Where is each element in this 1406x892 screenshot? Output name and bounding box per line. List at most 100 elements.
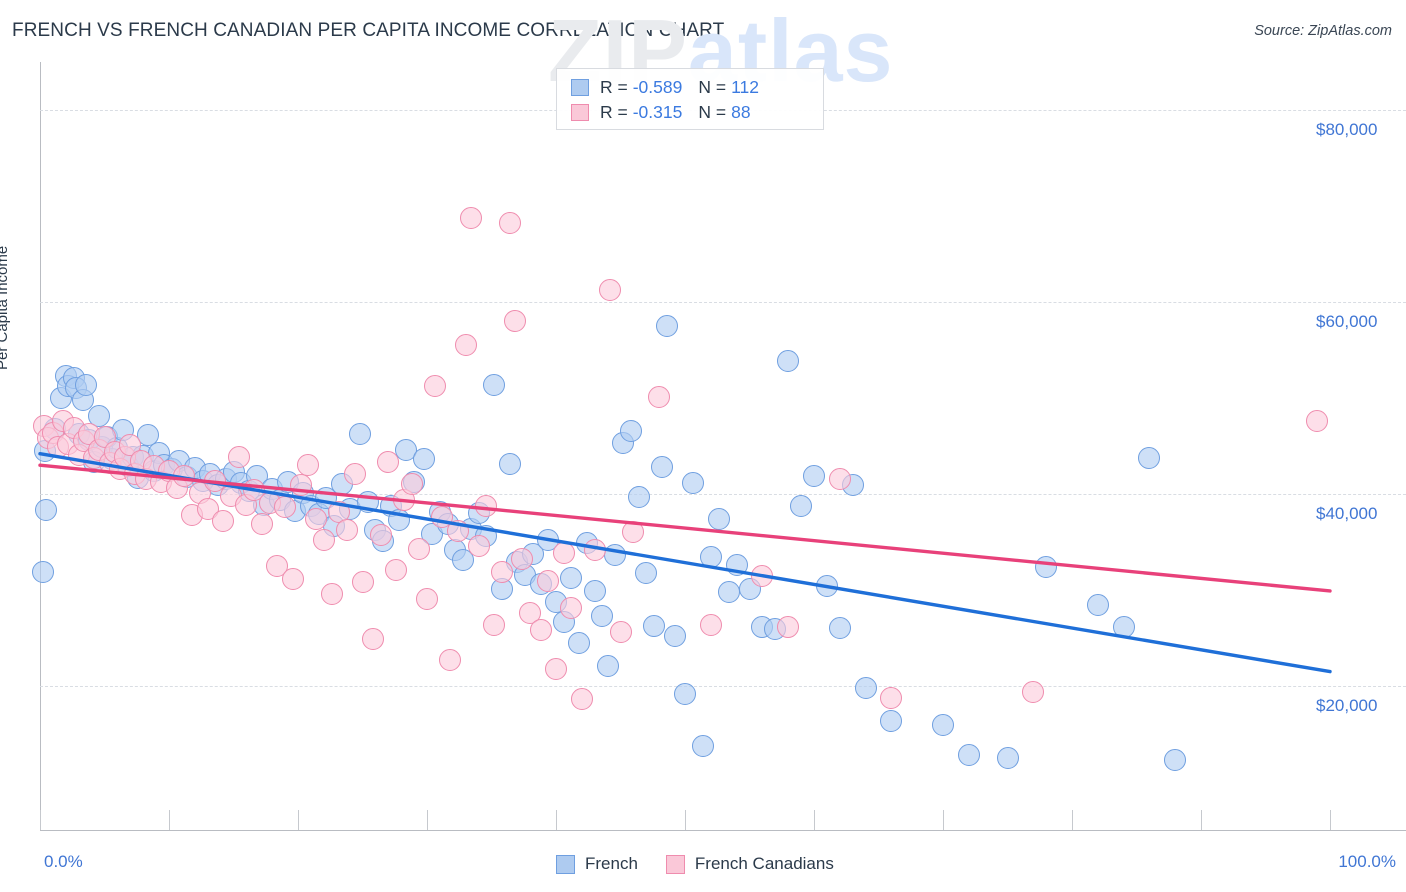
data-point[interactable]	[212, 509, 235, 532]
data-point[interactable]	[351, 571, 374, 594]
data-point[interactable]	[828, 617, 851, 640]
data-point[interactable]	[361, 627, 384, 650]
data-point[interactable]	[815, 575, 838, 598]
data-point[interactable]	[717, 580, 740, 603]
data-point[interactable]	[570, 688, 593, 711]
data-point[interactable]	[31, 560, 54, 583]
data-point[interactable]	[674, 682, 696, 705]
data-point[interactable]	[663, 625, 686, 648]
data-point[interactable]	[552, 541, 575, 564]
legend-item-french[interactable]: French	[556, 854, 638, 874]
data-point[interactable]	[725, 554, 748, 577]
data-point[interactable]	[777, 349, 800, 372]
data-point[interactable]	[1035, 555, 1058, 578]
data-point[interactable]	[635, 561, 658, 584]
data-point[interactable]	[454, 334, 477, 357]
data-point[interactable]	[137, 424, 160, 447]
legend-item-french-canadians[interactable]: French Canadians	[665, 854, 834, 874]
data-point[interactable]	[490, 560, 513, 583]
data-point[interactable]	[932, 714, 954, 737]
data-point[interactable]	[880, 709, 903, 732]
data-point[interactable]	[751, 564, 774, 587]
data-point[interactable]	[591, 604, 614, 627]
data-point[interactable]	[1138, 447, 1161, 470]
data-point[interactable]	[343, 462, 366, 485]
data-point[interactable]	[416, 587, 438, 610]
data-point[interactable]	[650, 456, 673, 479]
data-point[interactable]	[1022, 680, 1045, 703]
data-point[interactable]	[467, 534, 490, 557]
data-point[interactable]	[498, 453, 521, 476]
data-point[interactable]	[609, 621, 632, 644]
data-point[interactable]	[828, 467, 851, 490]
data-point[interactable]	[568, 631, 591, 654]
data-point[interactable]	[790, 495, 813, 518]
data-point[interactable]	[75, 373, 98, 396]
data-point[interactable]	[643, 614, 666, 637]
data-point[interactable]	[250, 512, 273, 535]
data-point[interactable]	[369, 524, 392, 547]
data-point[interactable]	[681, 472, 704, 495]
data-point[interactable]	[1086, 594, 1109, 617]
data-point[interactable]	[227, 445, 250, 468]
data-point[interactable]	[320, 582, 343, 605]
data-point[interactable]	[537, 570, 560, 593]
data-point[interactable]	[692, 734, 715, 757]
data-point[interactable]	[483, 613, 506, 636]
data-point[interactable]	[777, 616, 800, 639]
data-point[interactable]	[1306, 410, 1329, 433]
data-point[interactable]	[957, 744, 980, 767]
data-point[interactable]	[305, 507, 328, 530]
data-point[interactable]	[1112, 616, 1135, 639]
x-axis-tick	[1201, 810, 1202, 830]
data-point[interactable]	[560, 597, 583, 620]
data-point[interactable]	[604, 544, 627, 567]
data-point[interactable]	[35, 499, 58, 522]
data-point[interactable]	[619, 419, 642, 442]
data-point[interactable]	[583, 579, 606, 602]
data-point[interactable]	[281, 568, 304, 591]
data-point[interactable]	[648, 386, 671, 409]
data-point[interactable]	[289, 474, 312, 497]
data-point[interactable]	[377, 451, 400, 474]
data-point[interactable]	[596, 654, 619, 677]
data-point[interactable]	[423, 374, 446, 397]
data-point[interactable]	[854, 676, 877, 699]
data-point[interactable]	[699, 613, 722, 636]
data-point[interactable]	[475, 495, 498, 518]
data-point[interactable]	[996, 747, 1019, 769]
data-point[interactable]	[297, 454, 320, 477]
data-point[interactable]	[385, 558, 408, 581]
y-axis-tick-label: $80,000	[1316, 120, 1378, 139]
data-point[interactable]	[312, 529, 335, 552]
stats-r-label-french-canadians: R =	[600, 102, 628, 122]
data-point[interactable]	[1164, 748, 1187, 771]
data-point[interactable]	[387, 508, 410, 531]
data-point[interactable]	[413, 448, 436, 471]
data-point[interactable]	[699, 546, 722, 569]
data-point[interactable]	[348, 423, 371, 446]
data-point[interactable]	[622, 521, 645, 544]
data-point[interactable]	[356, 490, 379, 513]
data-point[interactable]	[459, 206, 482, 229]
data-point[interactable]	[880, 687, 903, 710]
data-point[interactable]	[503, 310, 526, 333]
x-axis-tick	[298, 810, 299, 830]
data-point[interactable]	[655, 315, 678, 337]
data-point[interactable]	[529, 619, 552, 642]
data-point[interactable]	[707, 507, 730, 530]
data-point[interactable]	[439, 649, 462, 672]
data-point[interactable]	[627, 485, 650, 508]
data-point[interactable]	[560, 567, 583, 590]
data-point[interactable]	[400, 473, 423, 496]
data-point[interactable]	[498, 212, 521, 235]
data-point[interactable]	[446, 520, 469, 543]
data-point[interactable]	[583, 538, 606, 561]
y-axis-title: Per Capita Income	[0, 245, 11, 370]
data-point[interactable]	[408, 537, 431, 560]
data-point[interactable]	[599, 278, 622, 301]
data-point[interactable]	[483, 373, 506, 396]
data-point[interactable]	[336, 519, 359, 542]
data-point[interactable]	[545, 657, 567, 680]
data-point[interactable]	[803, 464, 825, 487]
